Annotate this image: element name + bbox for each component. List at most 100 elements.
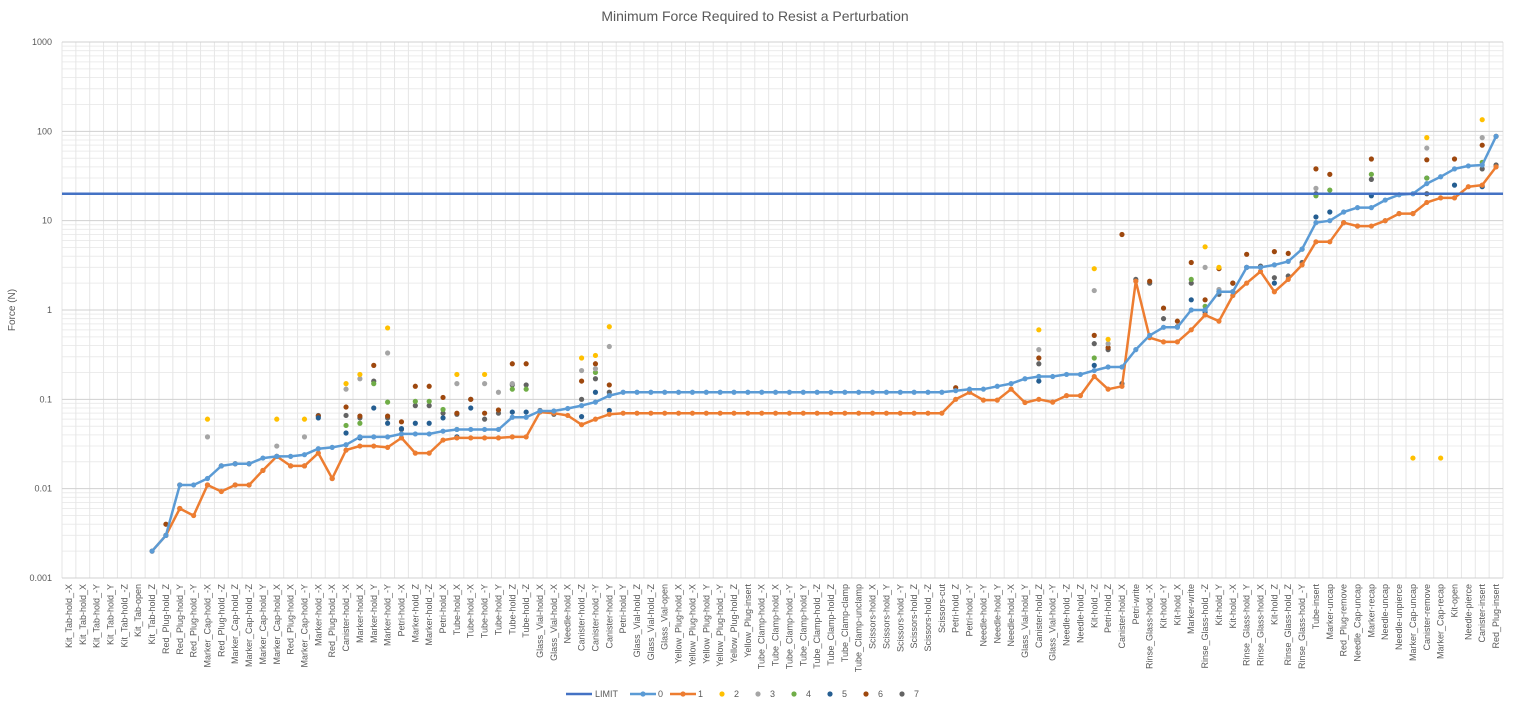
data-point xyxy=(1451,156,1458,162)
data-point xyxy=(1091,362,1097,368)
x-tick-label: Marker-write xyxy=(1186,584,1196,634)
legend-label: 1 xyxy=(698,689,703,699)
x-tick-label: Tube_Clamp-hold_Y xyxy=(798,584,808,666)
data-point xyxy=(385,444,391,450)
data-point xyxy=(1133,278,1139,284)
data-point xyxy=(1008,386,1014,392)
data-point xyxy=(1493,133,1499,139)
x-tick-label: Kit-open xyxy=(1450,584,1460,618)
legend-label: 2 xyxy=(734,689,739,699)
data-point xyxy=(454,426,460,433)
data-point xyxy=(315,446,321,452)
data-point xyxy=(1271,249,1277,255)
data-point xyxy=(592,376,599,382)
x-tick-label: Marker-hold_Z xyxy=(410,584,420,643)
data-point xyxy=(440,410,446,416)
data-point xyxy=(1202,312,1208,318)
x-tick-label: Tube_Clamp-hold_-X xyxy=(757,584,767,669)
data-point xyxy=(523,382,529,388)
data-point xyxy=(468,435,474,441)
data-point xyxy=(1451,195,1458,201)
x-tick-label: Marker-uncap xyxy=(1325,584,1335,640)
data-point xyxy=(1091,332,1097,338)
data-point xyxy=(1244,280,1250,286)
data-point xyxy=(578,414,585,420)
x-tick-label: Rinse_Glass-hold_-X xyxy=(1145,584,1155,669)
x-tick-label: Red_Plug-hold_-Z xyxy=(216,584,226,658)
data-point xyxy=(1285,276,1291,283)
y-tick-label: 1000 xyxy=(32,37,52,47)
data-point xyxy=(329,444,335,450)
data-point xyxy=(592,369,599,376)
legend-label: 3 xyxy=(770,689,775,699)
legend-item-3: 3 xyxy=(755,689,775,699)
data-point xyxy=(1257,264,1264,270)
data-point xyxy=(662,410,668,416)
x-tick-label: Red_Plug-hold_X xyxy=(286,584,296,655)
x-tick-label: Marker-recap xyxy=(1366,584,1376,638)
data-point xyxy=(357,434,363,440)
data-point xyxy=(883,410,890,416)
data-point xyxy=(163,521,169,527)
data-point xyxy=(1230,292,1236,299)
x-tick-label: Needle-pierce xyxy=(1463,584,1473,640)
data-point xyxy=(1077,371,1083,378)
data-point xyxy=(343,404,349,410)
data-point xyxy=(426,420,432,426)
data-point xyxy=(1354,205,1361,211)
x-tick-label: Marker_Cap-recap xyxy=(1436,584,1446,659)
data-point xyxy=(578,367,585,374)
data-point xyxy=(1368,156,1374,162)
x-tick-label: Scissors-hold_-Z xyxy=(923,584,933,652)
data-point xyxy=(1479,166,1485,172)
x-axis-ticks: Kit_Tab-hold_-X Kit_Tab-hold_X Kit_Tab-hol… xyxy=(64,583,1501,672)
data-point xyxy=(1424,180,1430,187)
legend-label: 5 xyxy=(842,689,847,699)
data-point xyxy=(1244,264,1250,270)
series-0 xyxy=(149,133,1499,554)
data-point xyxy=(260,467,266,474)
data-point xyxy=(925,410,931,416)
legend-label: LIMIT xyxy=(595,689,619,699)
data-point xyxy=(966,386,973,392)
x-tick-label: Scissors-hold_X xyxy=(868,584,878,649)
data-point xyxy=(495,435,502,441)
data-point xyxy=(468,426,474,433)
data-point xyxy=(523,409,529,415)
data-point xyxy=(398,431,405,437)
series-group xyxy=(62,117,1503,554)
data-point xyxy=(1479,142,1485,148)
x-tick-label: Yellow_Plug-hold_Z xyxy=(729,584,739,664)
x-tick-label: Rinse_Glass-hold_-Z xyxy=(1200,584,1210,669)
data-point xyxy=(191,512,197,519)
data-point xyxy=(426,383,432,389)
data-point xyxy=(911,410,917,416)
data-point xyxy=(662,389,668,395)
x-tick-label: Tube_Clamp-hold_X xyxy=(771,584,781,666)
data-point xyxy=(149,548,155,554)
data-point xyxy=(1438,174,1444,180)
data-point xyxy=(1313,220,1319,226)
data-point xyxy=(606,407,612,414)
data-point xyxy=(1479,182,1485,188)
data-point xyxy=(1438,455,1444,461)
data-point xyxy=(578,396,585,402)
data-point xyxy=(814,410,820,416)
y-tick-label: 0.01 xyxy=(34,484,52,494)
data-point xyxy=(592,361,599,367)
data-point xyxy=(177,482,183,488)
data-point xyxy=(1133,347,1139,353)
data-point xyxy=(301,434,308,440)
data-point xyxy=(371,362,377,368)
data-point xyxy=(440,406,446,413)
data-point xyxy=(911,389,917,395)
data-point xyxy=(994,397,1000,403)
data-point xyxy=(606,393,612,399)
data-point xyxy=(551,408,557,414)
data-point xyxy=(1313,166,1319,172)
data-point xyxy=(1368,171,1374,177)
data-point xyxy=(1424,199,1430,206)
data-point xyxy=(856,410,862,416)
data-point xyxy=(1424,157,1430,163)
data-point xyxy=(357,443,363,449)
